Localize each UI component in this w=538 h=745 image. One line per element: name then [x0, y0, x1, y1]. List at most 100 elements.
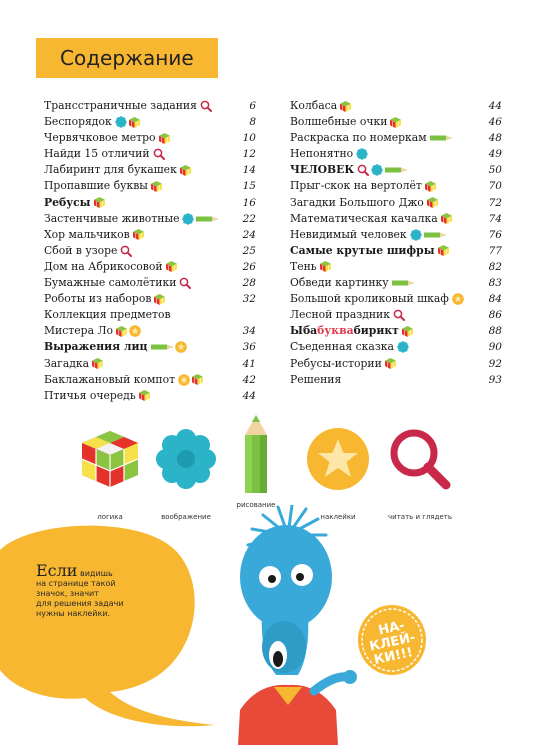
toc-entry: Найди 15 отличий 12	[44, 146, 256, 162]
toc-entry-page: 12	[242, 148, 256, 161]
callout-big-word: Если	[36, 561, 78, 580]
toc-entry: Ыбабуквабирикт 88	[290, 323, 502, 339]
read-magnifier-icon	[390, 429, 451, 490]
cube-icon	[390, 116, 402, 128]
legend-imagination: воображение	[154, 427, 218, 521]
toc-entry-icons	[440, 211, 454, 227]
magnifier-icon	[180, 277, 192, 290]
pencil-icon	[423, 232, 446, 238]
toc-entry-icons	[356, 146, 370, 162]
legend-caption-drawing: рисование	[236, 501, 276, 509]
toc-entry: Большой кроликовый шкаф 84	[290, 291, 502, 307]
toc-entry-title: Мистера Ло	[44, 324, 113, 338]
toc-entry-icons	[150, 178, 164, 194]
toc-entry-page: 74	[488, 212, 502, 225]
toc-entry-title: Съеденная сказка	[290, 340, 394, 354]
toc-entry-page: 48	[488, 132, 502, 145]
callout-blob	[0, 525, 215, 727]
cube-icon	[128, 116, 140, 128]
magnifier-icon	[200, 100, 212, 112]
toc-entry-title: Беспорядок	[44, 115, 112, 129]
cube-icon	[158, 132, 170, 144]
magnifier-icon	[393, 309, 405, 322]
toc-entry-page: 77	[488, 244, 502, 257]
toc-entry-icons	[319, 259, 333, 275]
toc-entry-title: Червячковое метро	[44, 131, 156, 145]
toc-entry-title: Прыг-скок на вертолёт	[290, 179, 422, 193]
toc-entry-icons	[132, 227, 146, 243]
cube-icon	[424, 180, 436, 192]
legend-caption-logic: логика	[97, 513, 123, 521]
toc-entry-title: Пропавшие буквы	[44, 179, 148, 193]
magnifier-icon	[121, 245, 133, 257]
toc-entry-title: Решения	[290, 372, 342, 386]
toc-entry-page: 83	[488, 277, 502, 290]
toc-entry: Раскраска по номеркам 48	[290, 130, 502, 146]
toc-entry-icons	[426, 195, 440, 211]
toc-entry-page: 44	[242, 389, 256, 402]
cube-icon	[192, 374, 204, 386]
toc-entry-title: ЧЕЛОВЕК	[290, 163, 355, 177]
toc-entry: Загадка 41	[44, 356, 256, 372]
toc-entry-page: 49	[488, 148, 502, 161]
legend-read-look: читать и глядеть	[388, 427, 452, 521]
toc-entry-page: 22	[242, 212, 256, 225]
toc-entry-title: Роботы из наборов	[44, 292, 152, 306]
toc-entry-title: Выражения лиц	[44, 340, 148, 354]
callout-line-3: значок, значит	[36, 589, 99, 598]
toc-entry-icons	[397, 339, 411, 355]
toc-entry: Бумажные самолётики 28	[44, 275, 256, 291]
cube-icon	[440, 213, 452, 225]
cube-icon	[426, 197, 438, 209]
toc-entry: Коллекция предметов	[44, 307, 256, 323]
toc-entry-icons	[424, 178, 438, 194]
pencil-icon	[385, 167, 408, 173]
toc-entry: Самые крутые шифры 77	[290, 243, 502, 259]
toc-entry-title: Застенчивые животные	[44, 211, 180, 225]
toc-entry-title: Ребусы-истории	[290, 356, 382, 370]
toc-entry: Съеденная сказка 90	[290, 339, 502, 355]
toc-entry: Ребусы 16	[44, 195, 256, 211]
magnifier-icon	[357, 165, 370, 177]
cube-icon	[319, 261, 331, 273]
toc-entry: Лесной праздник 86	[290, 307, 502, 323]
toc-entry-icons	[165, 259, 179, 275]
cube-icon	[165, 261, 177, 273]
toc-entry-page: 25	[242, 244, 256, 257]
toc-entry-page: 92	[488, 357, 502, 370]
toc-entry-page: 86	[488, 309, 502, 322]
flower-icon	[356, 148, 368, 160]
toc-entry-title: Тень	[290, 259, 317, 273]
toc-entry-page: 44	[488, 100, 502, 112]
toc-entry-page: 46	[488, 116, 502, 129]
toc-entry: Баклажановый компот 42	[44, 372, 256, 388]
toc-entry-page: 15	[242, 180, 256, 193]
toc-entry: Лабиринт для букашек 14	[44, 162, 256, 178]
toc-entry-title: Большой кроликовый шкаф	[290, 292, 449, 306]
toc-entry-title: Дом на Абрикосовой	[44, 259, 163, 273]
toc-entry-page: 72	[488, 196, 502, 209]
cube-icon	[340, 100, 352, 112]
toc-entry-page: 42	[242, 373, 256, 386]
toc-entry: Тень 82	[290, 259, 502, 275]
toc-entry-icons	[182, 211, 220, 227]
toc-entry-icons	[92, 356, 105, 372]
toc-entry-icons	[120, 243, 134, 259]
toc-entry-page: 41	[242, 357, 256, 370]
toc-right-column: Колбаса 44 Волшебные очки 46 Раскраска по но…	[290, 98, 502, 388]
toc-entry-icons	[179, 275, 193, 291]
blue-monster-illustration	[238, 505, 357, 745]
toc-entry-title: Раскраска по номеркам	[290, 131, 427, 145]
toc-entry-title-part: бирикт	[353, 324, 399, 338]
drawing-pencil-icon	[245, 415, 267, 493]
pencil-icon	[150, 344, 173, 350]
badge-line-1: НА-	[377, 618, 406, 638]
toc-entry: Прыг-скок на вертолёт 70	[290, 178, 502, 194]
cube-icon	[150, 180, 162, 192]
toc-entry-page: 93	[488, 373, 502, 386]
legend-logic: логика	[78, 427, 142, 521]
toc-entry-title: Самые крутые шифры	[290, 243, 435, 257]
toc-entry: Математическая качалка 74	[290, 211, 502, 227]
toc-entry: Червячковое метро 10	[44, 130, 256, 146]
toc-entry-title-part: Ыба	[290, 324, 318, 338]
